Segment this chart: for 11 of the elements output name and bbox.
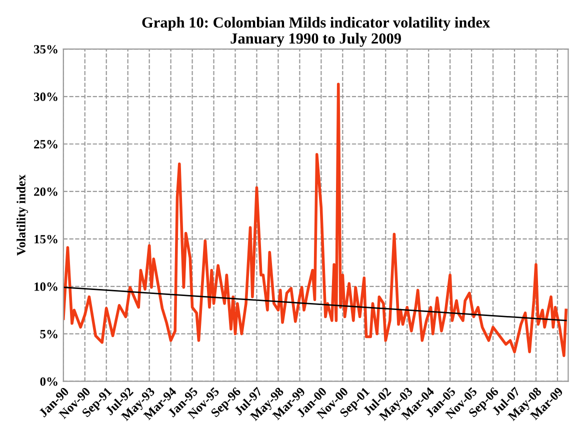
y-tick-label: 30% (34, 92, 58, 102)
y-axis-title: Volatility index (16, 174, 28, 256)
y-tick-label: 25% (34, 140, 58, 148)
y-tick-label: 20% (34, 187, 58, 196)
y-tick-label: 5% (40, 330, 58, 338)
line-series (63, 82, 568, 358)
y-tick-label: 35% (34, 45, 58, 54)
y-tick-label: 0% (40, 377, 58, 386)
y-tick-label: 10% (34, 282, 58, 291)
chart-title: Graph 10: Colombian Milds indicator volatility index January 1990 to July 2009 (142, 16, 490, 47)
y-tick-label: 15% (34, 234, 58, 244)
